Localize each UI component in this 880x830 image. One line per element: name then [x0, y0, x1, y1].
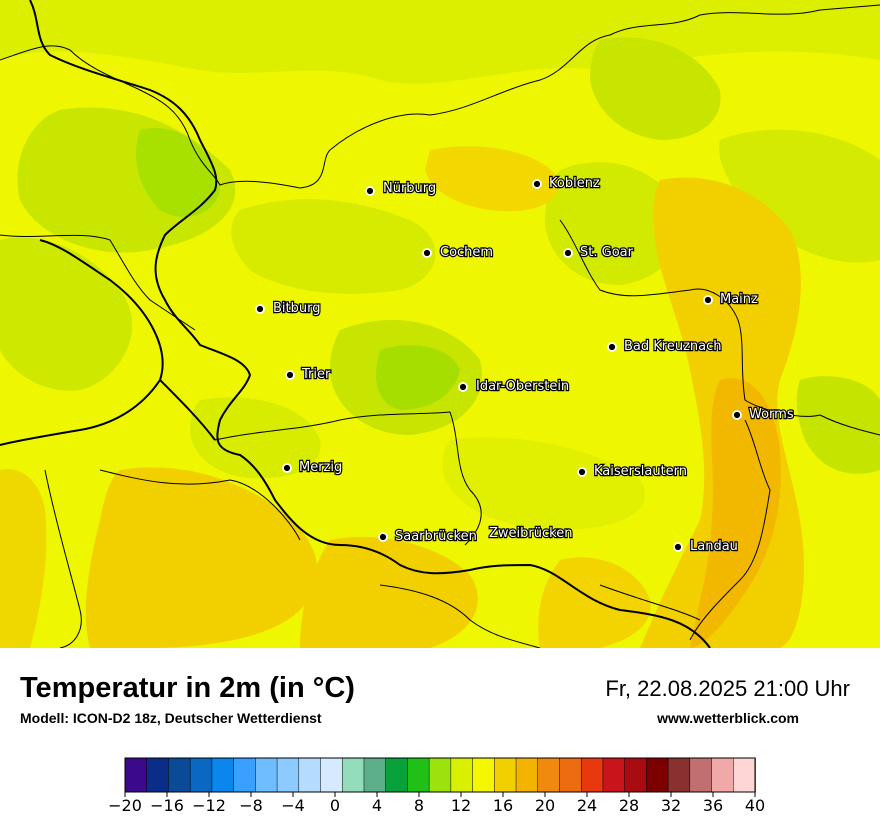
legend-tick-label: 40	[745, 796, 765, 815]
map-title: Temperatur in 2m (in °C)	[20, 672, 355, 704]
legend-swatch	[233, 757, 257, 793]
legend-tick-label: 0	[330, 796, 340, 815]
city-label: Nürburg	[383, 181, 436, 196]
city-dot	[255, 304, 265, 314]
legend-tick-label: 16	[493, 796, 513, 815]
legend-swatch	[211, 757, 235, 793]
legend-swatch	[298, 757, 322, 793]
city-dot	[532, 179, 542, 189]
city-label: Zweibrücken	[489, 526, 572, 541]
legend-swatch	[537, 757, 561, 793]
city-dot	[282, 463, 292, 473]
state-borders	[0, 4, 880, 648]
legend-tick-label: 36	[703, 796, 723, 815]
legend-swatch	[255, 757, 278, 793]
legend-swatch	[450, 757, 474, 793]
footer: Temperatur in 2m (in °C) Modell: ICON-D2…	[0, 648, 880, 830]
city-dot	[607, 342, 617, 352]
forecast-datetime: Fr, 22.08.2025 21:00 Uhr	[605, 676, 850, 701]
legend-swatch	[559, 757, 582, 793]
city-label: Cochem	[440, 245, 493, 260]
legend-swatch	[494, 757, 517, 793]
legend-swatch	[320, 757, 343, 793]
color-legend: −20 −16 −12 −8 −4 0 4 8 12 16 20 24 28 32 36 40	[108, 757, 765, 815]
legend-tick-label: −20	[108, 796, 142, 815]
legend-swatch	[363, 757, 387, 793]
legend-swatch	[515, 757, 539, 793]
city-dot	[563, 248, 573, 258]
city-label: Bitburg	[273, 301, 321, 316]
city-label: Mainz	[720, 292, 758, 307]
legend-tick-label: −12	[192, 796, 226, 815]
legend-swatch	[602, 757, 626, 793]
legend-swatch	[341, 757, 365, 793]
city-dot	[365, 186, 375, 196]
legend-swatch	[168, 757, 191, 793]
city-label: St. Goar	[580, 245, 634, 260]
legend-swatch	[407, 757, 430, 793]
legend-tick-label: 4	[372, 796, 382, 815]
model-source: Modell: ICON-D2 18z, Deutscher Wetterdie…	[20, 710, 322, 726]
city-dot	[577, 467, 587, 477]
legend-swatch	[580, 757, 604, 793]
city-dot	[285, 370, 295, 380]
temperature-map[interactable]: Nürburg Koblenz Cochem St. Goar Mainz Bitburg…	[0, 0, 880, 648]
legend-swatch	[146, 757, 170, 793]
city-dot	[732, 410, 742, 420]
legend-tick-label: 12	[451, 796, 471, 815]
legend-tick-label: −4	[281, 796, 305, 815]
legend-tick-label: 32	[661, 796, 681, 815]
city-dot	[703, 295, 713, 305]
legend-swatch	[385, 757, 409, 793]
legend-swatch	[276, 757, 300, 793]
website-link[interactable]: www.wetterblick.com	[657, 710, 799, 726]
legend-swatch	[689, 757, 713, 793]
legend-tick-label: −8	[239, 796, 263, 815]
legend-tick-label: 28	[619, 796, 639, 815]
legend-swatch	[124, 757, 148, 793]
legend-swatch	[472, 757, 496, 793]
city-label: Kaiserslautern	[594, 464, 687, 479]
legend-swatch	[733, 757, 756, 793]
city-label: Koblenz	[549, 176, 600, 191]
city-label: Trier	[301, 367, 331, 382]
legend-swatch	[646, 757, 669, 793]
legend-tick-label: −16	[150, 796, 184, 815]
legend-frame	[124, 757, 756, 793]
city-dot	[378, 532, 388, 542]
legend-swatch	[711, 757, 735, 793]
legend-swatches	[124, 757, 756, 793]
city-markers: Nürburg Koblenz Cochem St. Goar Mainz Bitburg…	[255, 175, 795, 555]
city-dot	[673, 542, 683, 552]
legend-swatch	[189, 757, 213, 793]
city-label: Saarbrücken	[395, 529, 477, 544]
city-label: Bad Kreuznach	[624, 339, 722, 354]
city-label: Merzig	[299, 460, 342, 475]
city-label: Landau	[690, 539, 738, 554]
legend-tick-label: 8	[414, 796, 424, 815]
country-borders	[0, 0, 711, 648]
legend-ticks: −20 −16 −12 −8 −4 0 4 8 12 16 20 24 28 32 36 40	[108, 792, 765, 815]
legend-swatch	[428, 757, 452, 793]
temperature-field	[0, 0, 880, 648]
city-label: Idar-Oberstein	[476, 379, 569, 394]
legend-tick-label: 20	[535, 796, 555, 815]
city-label: Worms	[749, 407, 794, 422]
legend-swatch	[667, 757, 691, 793]
city-dot	[458, 382, 468, 392]
legend-tick-label: 24	[577, 796, 597, 815]
city-dot	[422, 248, 432, 258]
legend-swatch	[624, 757, 648, 793]
